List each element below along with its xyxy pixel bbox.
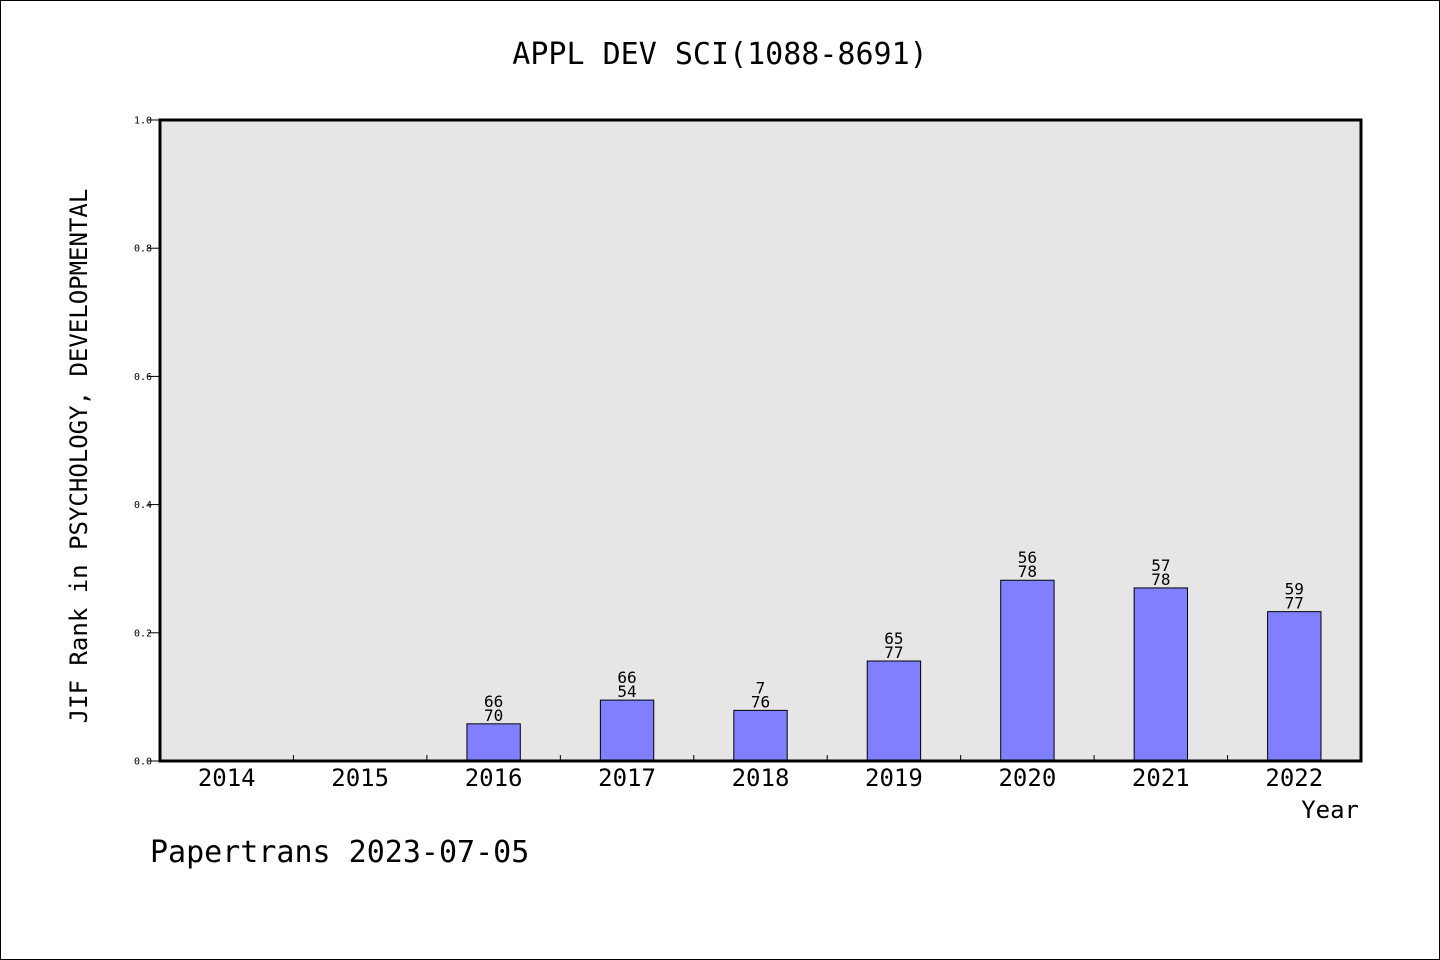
x-axis-ticks: 2014 2015 2016 2017 2018 2019 2020 2021 2022 [198,755,1323,792]
footer-credit: Papertrans 2023-07-05 [150,835,530,870]
bar [466,723,521,762]
bar-label-rank: 65 [884,629,903,648]
bar-label-rank: 66 [617,668,636,687]
bar-label-total: 78 [1018,562,1037,581]
y-tick-label: 0.2 [134,628,152,639]
x-tick-label: 2014 [198,764,256,792]
bar-label-total: 70 [484,706,503,725]
bar [1267,611,1322,762]
plot-frame [158,118,1363,763]
x-tick-label: 2019 [865,764,923,792]
x-tick-label: 2015 [331,764,389,792]
bar [599,699,655,762]
x-tick-label: 2018 [732,764,790,792]
y-tick-label: 1.0 [134,116,152,127]
x-tick-label: 2017 [598,764,656,792]
bar-label-total: 76 [751,692,770,711]
bar-label-rank: 59 [1285,580,1304,599]
bar-label-total: 54 [617,682,636,701]
x-tick-label: 2016 [465,764,523,792]
bar-label-total: 78 [1151,570,1170,589]
x-tick-label: 2020 [998,764,1056,792]
bar-label-rank: 57 [1151,556,1170,575]
bar [866,660,922,762]
bar-label-rank: 7 [756,678,766,697]
bar-label-rank: 66 [484,692,503,711]
x-tick-label: 2022 [1265,764,1323,792]
y-tick-label: 0.0 [134,757,152,768]
bar [733,709,788,762]
chart-title: APPL DEV SCI(1088-8691) [512,37,928,72]
bar [1000,579,1055,762]
y-tick-label: 0.8 [134,244,152,255]
bar-label-total: 77 [884,643,903,662]
x-tick-label: 2021 [1132,764,1190,792]
x-axis-label: Year [1301,796,1359,824]
y-tick-label: 0.6 [134,372,152,383]
y-tick-label: 0.4 [134,500,152,511]
y-axis-ticks: 0.0 0.2 0.4 0.6 0.8 1.0 [134,116,160,768]
bar-label-total: 77 [1285,594,1304,613]
bar-label-rank: 56 [1018,548,1037,567]
bar [1133,587,1189,762]
